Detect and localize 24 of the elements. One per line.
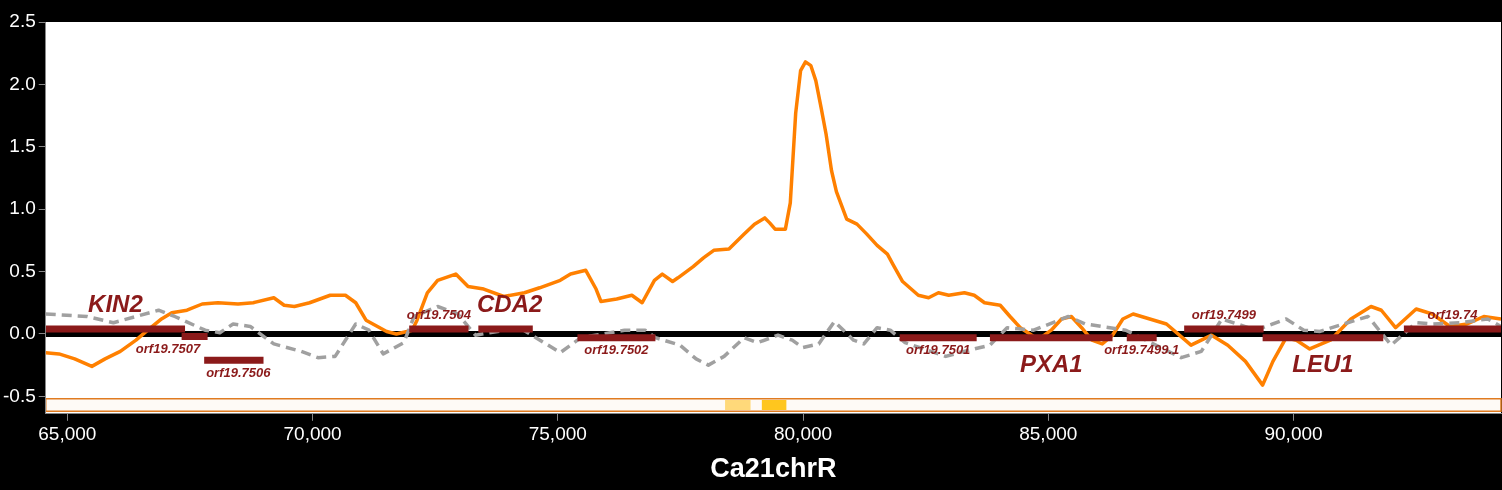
series-label: PXA1 [1019, 350, 1083, 378]
series-label: orf19.7507 [135, 341, 201, 357]
y-tick-label: 0.0 [9, 322, 36, 344]
series-label: orf19.7501 [906, 342, 971, 358]
y-tick-label: 0.5 [9, 259, 36, 281]
series-label: KIN2 [88, 289, 144, 317]
y-tick-label: -0.5 [2, 384, 36, 406]
series-label: orf19.7502 [584, 342, 650, 358]
y-tick-label: 2.0 [9, 72, 36, 94]
x-tick-label: 65,000 [38, 423, 97, 445]
x-tick-label: 90,000 [1264, 423, 1323, 445]
y-tick-label: 1.0 [9, 197, 36, 219]
series-label: orf19.7499 [1191, 306, 1257, 322]
y-tick-label: 1.5 [9, 135, 36, 157]
x-tick-label: 70,000 [283, 423, 342, 445]
series-label: LEU1 [1292, 350, 1354, 378]
x-tick-label: 75,000 [528, 423, 587, 445]
series-label: CDA2 [477, 289, 544, 317]
x-axis-title: Ca21chrR [710, 453, 837, 484]
series-label: orf19.7499.1 [1104, 342, 1180, 358]
x-tick-label: 85,000 [1019, 423, 1078, 445]
y-tick-label: 2.5 [9, 10, 36, 32]
x-tick-label: 80,000 [773, 423, 833, 445]
series-label: orf19.7506 [206, 364, 272, 380]
